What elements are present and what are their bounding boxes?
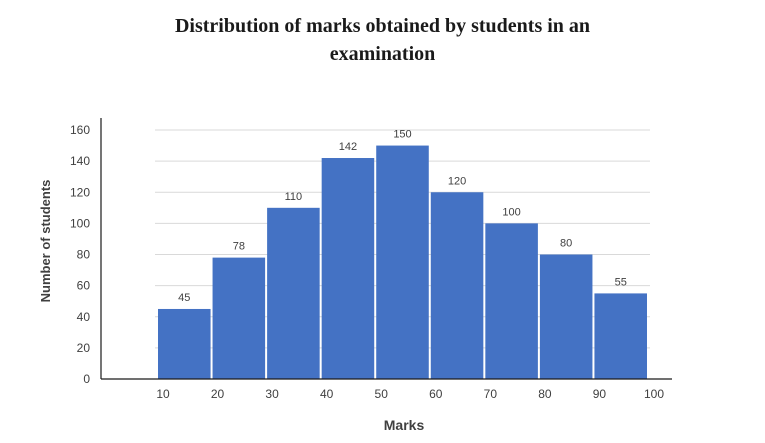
data-label: 150: [393, 129, 411, 141]
bar: [321, 158, 375, 379]
y-tick-label: 0: [83, 372, 90, 386]
bar: [158, 308, 211, 379]
y-tick-labels: 0 20 40 60 80 100 120 140 160: [70, 123, 90, 386]
x-tick-label: 60: [429, 387, 443, 401]
data-label: 100: [502, 206, 520, 218]
data-label: 142: [339, 141, 357, 153]
data-label: 45: [178, 292, 190, 304]
x-tick-label: 100: [644, 387, 664, 401]
data-label: 120: [448, 175, 466, 187]
bar: [430, 192, 484, 379]
bar: [267, 207, 320, 379]
x-tick-label: 20: [211, 387, 225, 401]
y-tick-label: 80: [77, 248, 91, 262]
y-tick-label: 120: [70, 185, 90, 199]
x-tick-label: 30: [265, 387, 279, 401]
y-axis-label: Number of students: [38, 180, 53, 303]
axes: [100, 118, 672, 380]
x-tick-labels: 10 20 30 40 50 60 70 80 90 100: [156, 387, 664, 401]
y-tick-label: 160: [70, 123, 90, 137]
data-labels: 45 78 110 142 150 120 100 80 55: [178, 129, 627, 304]
data-label: 55: [615, 276, 627, 288]
data-label: 78: [233, 241, 245, 253]
x-tick-label: 40: [320, 387, 334, 401]
y-tick-label: 20: [77, 341, 91, 355]
x-tick-label: 10: [156, 387, 170, 401]
bars: [158, 145, 647, 379]
y-tick-label: 40: [77, 310, 91, 324]
x-tick-label: 80: [538, 387, 552, 401]
x-axis-label: Marks: [384, 417, 425, 433]
bar: [539, 254, 593, 379]
y-tick-label: 140: [70, 154, 90, 168]
chart-title: Distribution of marks obtained by studen…: [174, 15, 591, 65]
data-label: 80: [560, 238, 572, 250]
bar: [376, 145, 429, 379]
x-tick-label: 90: [593, 387, 607, 401]
y-tick-label: 100: [70, 216, 90, 230]
bar: [594, 293, 647, 379]
x-tick-label: 70: [484, 387, 498, 401]
x-tick-label: 50: [375, 387, 389, 401]
bar: [485, 223, 538, 379]
y-tick-label: 60: [77, 279, 91, 293]
bar: [212, 257, 266, 379]
data-label: 110: [285, 191, 303, 203]
